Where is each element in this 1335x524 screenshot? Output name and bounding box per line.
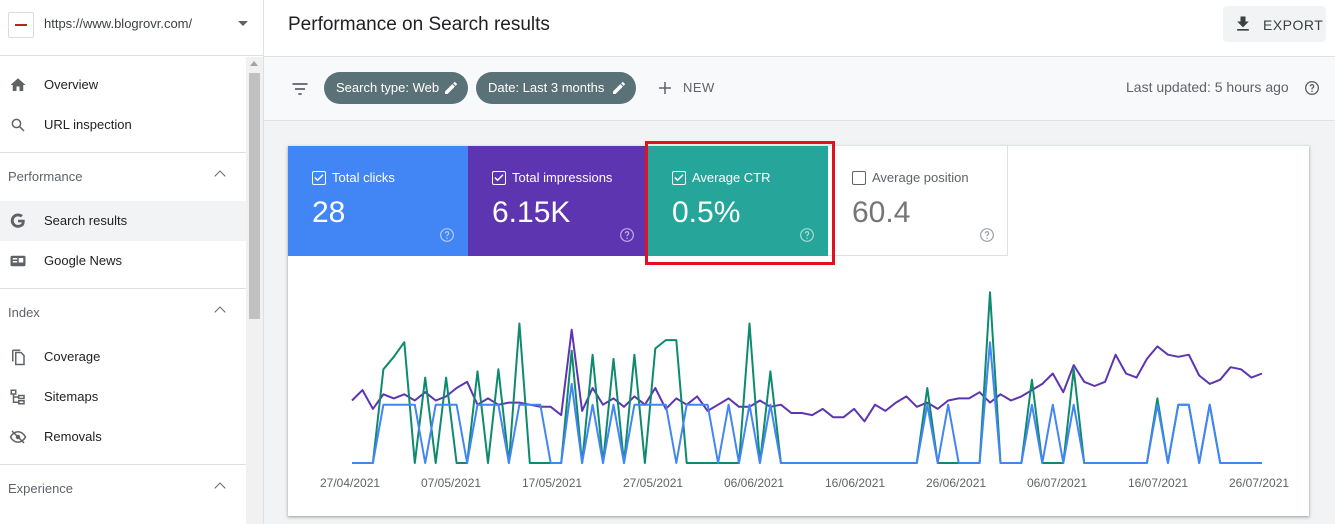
metric-average-ctr[interactable]: Average CTR 0.5%: [648, 146, 828, 256]
sidebar: https://www.blogrovr.com/ Overview URL i…: [0, 0, 264, 524]
chip-label: Date: Last 3 months: [488, 80, 605, 95]
property-url: https://www.blogrovr.com/: [44, 16, 193, 31]
checkbox-checked[interactable]: [492, 171, 506, 185]
search-icon: [8, 115, 28, 135]
sidebar-scrollbar[interactable]: [246, 57, 263, 524]
section-label: Experience: [8, 481, 74, 496]
main-content: Search type: Web Date: Last 3 months NEW…: [264, 57, 1335, 524]
metric-label: Total clicks: [332, 170, 395, 185]
chip-label: Search type: Web: [336, 80, 440, 95]
x-tick-label: 06/06/2021: [724, 476, 785, 490]
help-icon[interactable]: [619, 227, 635, 243]
chart-svg: [351, 291, 1263, 464]
series-line-total-impressions: [351, 328, 1263, 423]
sidebar-item-search-results[interactable]: Search results: [0, 201, 246, 241]
highlight-box-average-ctr: [645, 141, 835, 265]
sitemap-icon: [8, 387, 28, 407]
dropdown-caret-icon: [238, 21, 248, 26]
google-g-icon: [8, 211, 28, 231]
eye-off-icon: [8, 427, 28, 447]
sidebar-item-overview[interactable]: Overview: [0, 65, 246, 105]
scroll-up-arrow-icon[interactable]: [250, 61, 258, 66]
sidebar-item-label: URL inspection: [44, 117, 132, 132]
property-icon: [8, 12, 34, 38]
series-line-total-clicks: [352, 341, 1262, 464]
x-tick-label: 16/07/2021: [1128, 476, 1189, 490]
section-label: Index: [8, 305, 40, 320]
sidebar-item-label: Search results: [44, 213, 128, 228]
x-tick-label: 26/06/2021: [926, 476, 987, 490]
x-tick-label: 07/05/2021: [421, 476, 482, 490]
sidebar-item-label: Sitemaps: [44, 389, 99, 404]
chevron-up-icon: [214, 170, 226, 182]
section-performance[interactable]: Performance: [0, 152, 246, 192]
x-tick-label: 26/07/2021: [1229, 476, 1290, 490]
checkbox-checked[interactable]: [312, 171, 326, 185]
home-icon: [8, 75, 28, 95]
performance-card: Total clicks 28 Total impressions 6.15K …: [288, 146, 1309, 516]
page-title: Performance on Search results: [288, 14, 550, 35]
date-range-chip[interactable]: Date: Last 3 months: [476, 72, 636, 104]
new-label: NEW: [683, 80, 715, 95]
coverage-icon: [8, 347, 28, 367]
page-header: Performance on Search results EXPORT: [264, 0, 1335, 57]
news-icon: [8, 251, 28, 271]
sidebar-item-label: Removals: [44, 429, 102, 444]
help-icon[interactable]: [799, 227, 815, 243]
sidebar-item-label: Google News: [44, 253, 123, 268]
filter-list-icon[interactable]: [290, 79, 310, 99]
x-tick-label: 27/04/2021: [320, 476, 381, 490]
new-filter-button[interactable]: NEW: [652, 75, 722, 103]
sidebar-item-google-news[interactable]: Google News: [0, 241, 246, 281]
metric-value: 6.15K: [492, 196, 571, 229]
filter-bar: Search type: Web Date: Last 3 months NEW…: [264, 57, 1335, 121]
export-button[interactable]: EXPORT: [1223, 6, 1326, 42]
metric-label: Total impressions: [512, 170, 613, 185]
section-label: Performance: [8, 169, 83, 184]
sidebar-nav: Overview URL inspection Performance Sear…: [0, 57, 246, 524]
x-tick-label: 17/05/2021: [522, 476, 583, 490]
help-icon[interactable]: [979, 227, 995, 243]
download-icon: [1233, 14, 1253, 34]
sidebar-item-coverage[interactable]: Coverage: [0, 337, 246, 377]
sidebar-item-removals[interactable]: Removals: [0, 417, 246, 457]
x-tick-label: 27/05/2021: [623, 476, 684, 490]
sidebar-item-url-inspection[interactable]: URL inspection: [0, 105, 246, 145]
metric-value: 60.4: [852, 196, 911, 229]
section-experience[interactable]: Experience: [0, 464, 246, 504]
metric-total-impressions[interactable]: Total impressions 6.15K: [468, 146, 648, 256]
checkbox-unchecked[interactable]: [852, 171, 866, 185]
last-updated-text: Last updated: 5 hours ago: [1126, 79, 1289, 95]
property-selector[interactable]: https://www.blogrovr.com/: [0, 0, 264, 56]
edit-pencil-icon: [443, 80, 459, 96]
metric-value: 28: [312, 196, 346, 229]
help-icon[interactable]: [439, 227, 455, 243]
sidebar-item-sitemaps[interactable]: Sitemaps: [0, 377, 246, 417]
sidebar-item-label: Overview: [44, 77, 99, 92]
chevron-up-icon: [214, 306, 226, 318]
scrollbar-thumb[interactable]: [249, 73, 260, 319]
metric-average-position[interactable]: Average position 60.4: [828, 146, 1008, 256]
checkbox-checked[interactable]: [672, 171, 686, 185]
performance-chart[interactable]: 27/04/2021 07/05/2021 17/05/2021 27/05/2021…: [288, 256, 1309, 516]
metric-label: Average position: [872, 170, 969, 185]
plus-icon: [656, 79, 674, 97]
section-index[interactable]: Index: [0, 288, 246, 328]
search-type-chip[interactable]: Search type: Web: [324, 72, 468, 104]
x-tick-label: 06/07/2021: [1027, 476, 1088, 490]
help-icon[interactable]: [1304, 80, 1320, 96]
sidebar-item-label: Coverage: [44, 349, 101, 364]
export-label: EXPORT: [1263, 17, 1324, 33]
series-line-average-ctr: [352, 291, 1262, 464]
edit-pencil-icon: [611, 80, 627, 96]
x-tick-label: 16/06/2021: [825, 476, 886, 490]
metric-total-clicks[interactable]: Total clicks 28: [288, 146, 468, 256]
chevron-up-icon: [214, 482, 226, 494]
metric-value: 0.5%: [672, 196, 741, 229]
metric-label: Average CTR: [692, 170, 771, 185]
